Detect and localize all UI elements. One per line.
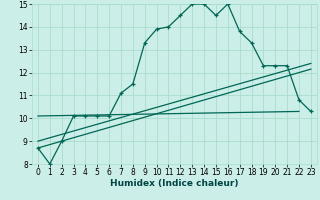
X-axis label: Humidex (Indice chaleur): Humidex (Indice chaleur) <box>110 179 239 188</box>
